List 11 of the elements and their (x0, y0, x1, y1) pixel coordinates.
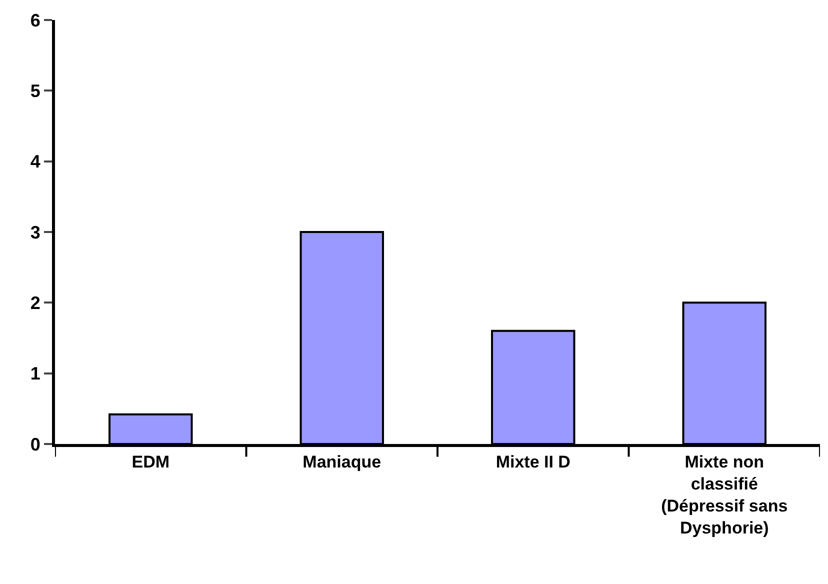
y-tick-label: 5 (30, 80, 40, 101)
x-tick-label: Mixte II D (496, 452, 570, 472)
y-tick-label: 3 (30, 222, 40, 242)
x-tick-label: Maniaque (302, 452, 382, 472)
y-tick-label: 4 (30, 152, 40, 172)
y-tick-label: 0 (30, 434, 40, 454)
y-tick-label: 2 (30, 292, 40, 313)
x-tick-label: Mixte non classifié (Dépressif sans Dysphorie) (661, 452, 788, 538)
x-tick-label: EDM (132, 452, 170, 472)
y-tick-label: 6 (30, 10, 40, 30)
y-tick-label: 1 (30, 364, 40, 384)
